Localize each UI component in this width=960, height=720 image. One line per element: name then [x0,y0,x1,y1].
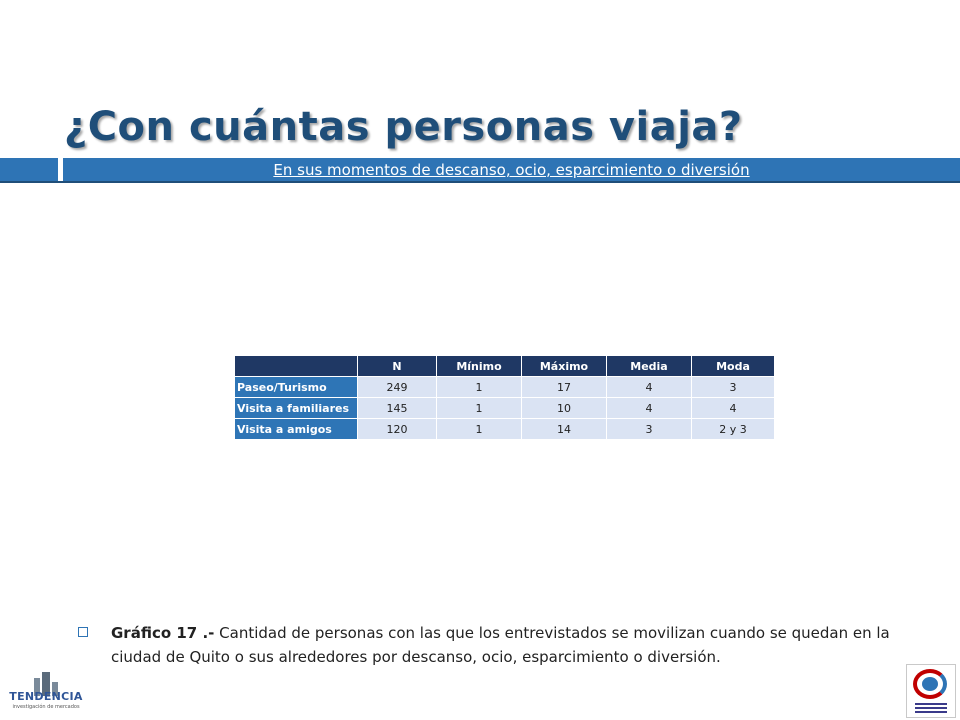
cell-n: 249 [357,376,437,398]
building-icon [52,682,58,696]
cell-maximo: 14 [521,418,607,440]
building-icon [34,678,40,696]
cell-media: 4 [606,397,692,419]
logo-ring-icon [913,669,947,699]
caption-body: Cantidad de personas con las que los ent… [111,624,890,666]
header-band-left [0,158,58,182]
table-header-row: N Mínimo Máximo Media Moda [234,355,775,377]
cell-minimo: 1 [436,376,522,398]
table-row: Visita a familiares 145 1 10 4 4 [234,397,775,419]
table-corner-cell [234,355,358,377]
logo-name: TENDENCIA [9,690,83,703]
stats-table: N Mínimo Máximo Media Moda Paseo/Turismo… [234,355,775,440]
cell-maximo: 10 [521,397,607,419]
cell-media: 3 [606,418,692,440]
header-band-divider [0,181,960,183]
figure-caption: Gráfico 17 .- Cantidad de personas con l… [78,621,918,669]
cell-maximo: 17 [521,376,607,398]
logo-tagline: investigación de mercados [12,704,80,710]
cell-moda: 3 [691,376,775,398]
quito-turismo-logo [906,664,956,718]
cell-moda: 2 y 3 [691,418,775,440]
slide-subtitle: En sus momentos de descanso, ocio, espar… [273,161,750,179]
header-n: N [357,355,437,377]
header-band [63,158,960,182]
caption-text: Gráfico 17 .- Cantidad de personas con l… [111,621,918,669]
table-row: Visita a amigos 120 1 14 3 2 y 3 [234,418,775,440]
header-media: Media [606,355,692,377]
slide-title: ¿Con cuántas personas viaja? [64,104,743,150]
header-moda: Moda [691,355,775,377]
tendencia-logo: TENDENCIA investigación de mercados [4,668,88,714]
row-label: Visita a amigos [234,418,358,440]
cell-minimo: 1 [436,418,522,440]
logo-text-lines-icon [915,703,947,713]
cell-moda: 4 [691,397,775,419]
cell-minimo: 1 [436,397,522,419]
header-maximo: Máximo [521,355,607,377]
cell-media: 4 [606,376,692,398]
row-label: Visita a familiares [234,397,358,419]
building-icon [42,672,50,696]
logo-core-icon [922,677,938,691]
cell-n: 145 [357,397,437,419]
table-row: Paseo/Turismo 249 1 17 4 3 [234,376,775,398]
header-minimo: Mínimo [436,355,522,377]
square-bullet-icon [78,627,88,637]
caption-label: Gráfico 17 .- [111,624,215,642]
row-label: Paseo/Turismo [234,376,358,398]
cell-n: 120 [357,418,437,440]
